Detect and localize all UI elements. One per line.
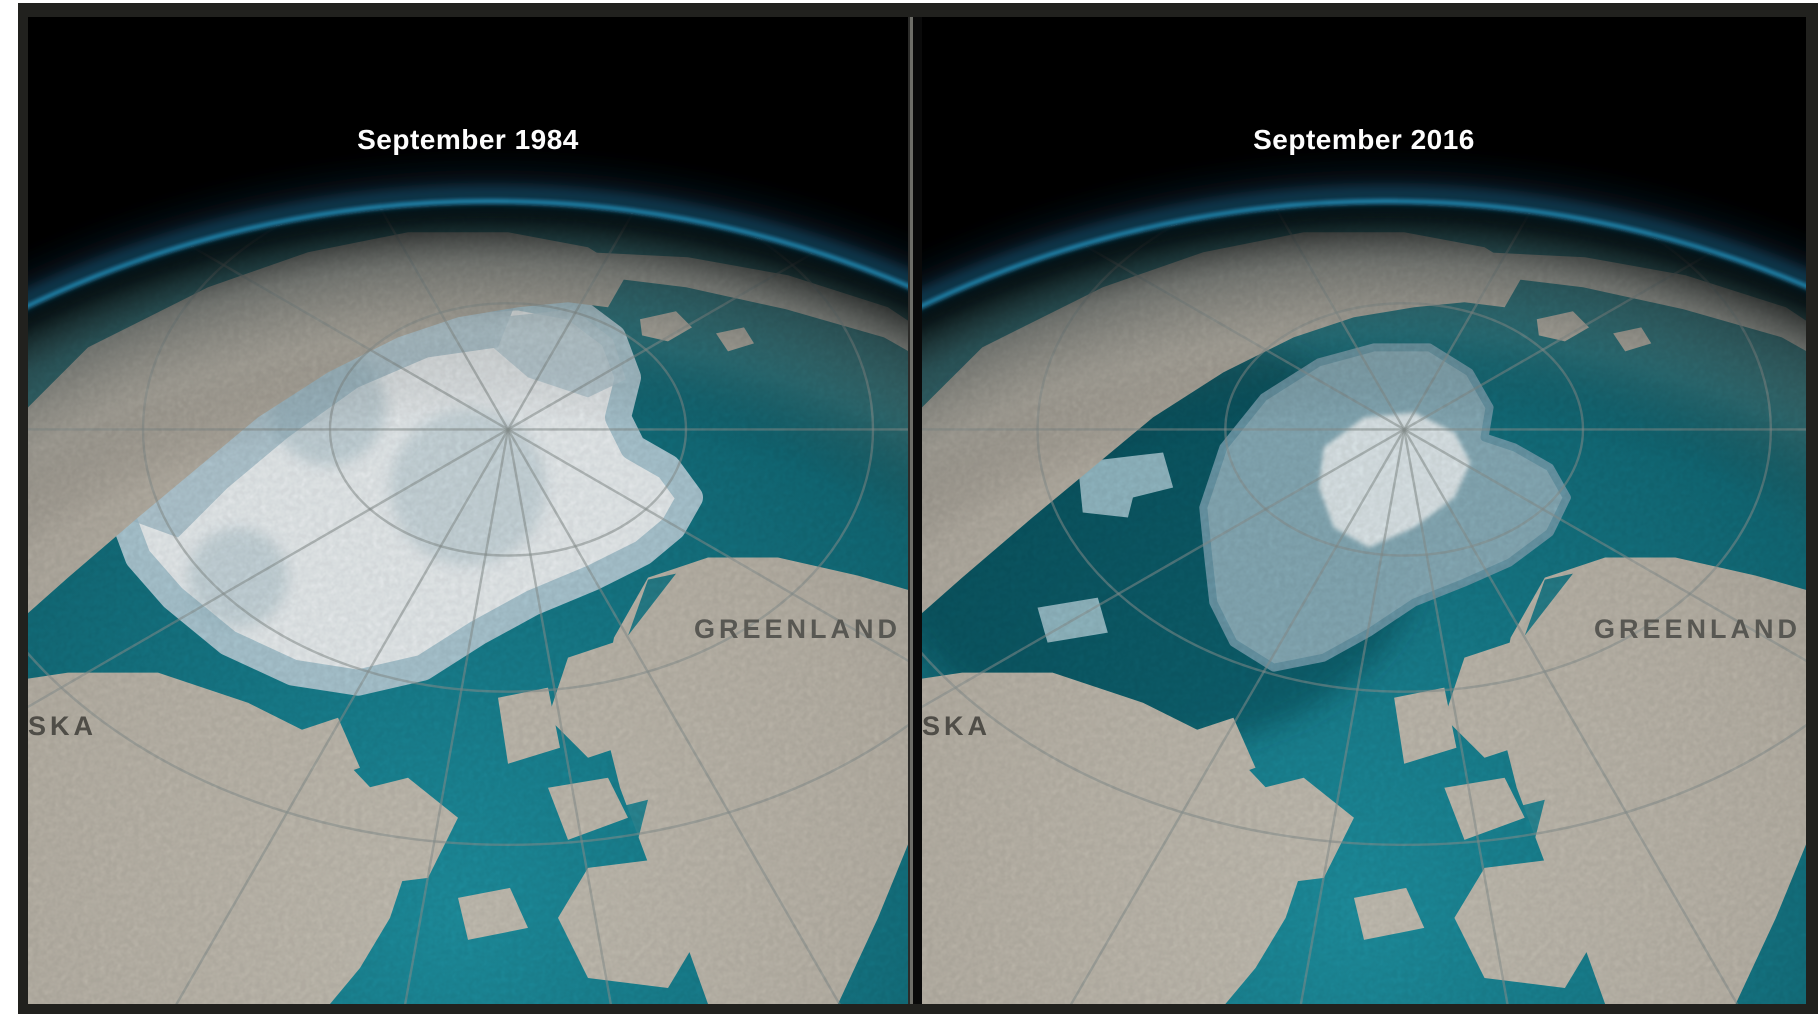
panel-title-2016: September 2016 xyxy=(1253,124,1475,155)
globe-1984-graphic xyxy=(28,17,908,1004)
label-greenland-1984: GREENLAND xyxy=(694,614,902,644)
globe-2016-graphic xyxy=(922,17,1806,1004)
label-greenland-2016: GREENLAND xyxy=(1594,614,1802,644)
panel-title-1984: September 1984 xyxy=(357,124,579,155)
image-frame: September 1984 GREENLAND SKA xyxy=(18,3,1818,1014)
image-stage: September 1984 GREENLAND SKA xyxy=(28,17,1806,1004)
panel-divider xyxy=(908,17,922,1004)
panel-2016: September 2016 GREENLAND SKA xyxy=(922,17,1806,1004)
panel-1984: September 1984 GREENLAND SKA xyxy=(28,17,908,1004)
label-alaska-2016: SKA xyxy=(922,711,992,741)
label-alaska-1984: SKA xyxy=(28,711,98,741)
